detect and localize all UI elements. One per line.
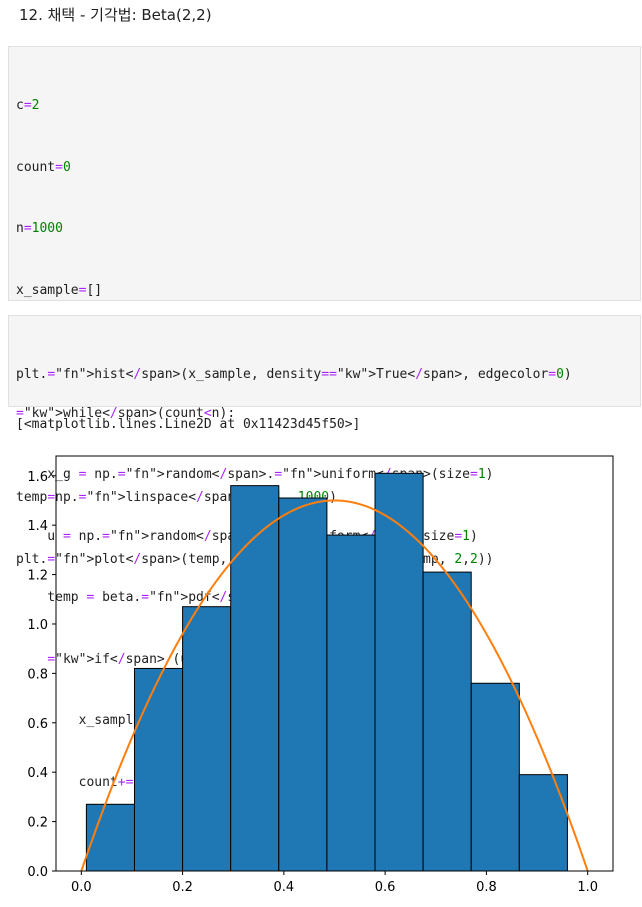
code-cell-plot[interactable]: plt.="fn">hist</span>(x_sample, density=…	[8, 315, 641, 567]
x-tick-label: 0.2	[172, 880, 193, 895]
code-line: x_sample=[]	[16, 282, 103, 298]
y-tick-label: 0.4	[27, 766, 48, 781]
code-line: count=0	[16, 159, 71, 175]
histogram-bar	[422, 571, 472, 872]
x-tick-label: 0.0	[71, 880, 92, 895]
x-tick-label: 0.8	[476, 880, 497, 895]
code-line: c=2	[16, 98, 40, 113]
x-tick-label: 0.4	[274, 880, 295, 895]
y-tick-label: 0.2	[27, 816, 48, 831]
y-tick-label: 1.2	[27, 569, 48, 584]
code-cell-sampling[interactable]: c=2 count=0 n=1000 x_sample=[] ="kw">whi…	[8, 46, 641, 790]
x-tick-label: 0.6	[375, 880, 396, 895]
section-heading: 12. 채택 - 기각법: Beta(2,2)	[19, 6, 212, 24]
histogram-bar	[230, 485, 280, 872]
histogram-bar	[278, 497, 328, 872]
cell-output-text: [<matplotlib.lines.Line2D at 0x11423d45f…	[16, 417, 361, 432]
beta-pdf-line	[80, 499, 589, 872]
y-tick-label: 1.4	[27, 519, 48, 534]
plot-frame	[55, 455, 614, 872]
histogram-chart: 0.0 0.2 0.4 0.6 0.8 1.0 0.0 0.2 0.4 0.6 0.8 1.0 1.2 1…	[27, 455, 614, 895]
code-line: n=1000	[16, 221, 63, 236]
histogram-bar	[326, 534, 376, 872]
code-line: ="kw">while</span>(count<n):	[16, 405, 236, 421]
histogram-bar	[133, 667, 184, 872]
histogram-bar	[85, 803, 135, 872]
histogram-bar	[470, 682, 520, 872]
histogram-bar	[182, 606, 232, 872]
y-tick-label: 0.8	[27, 667, 48, 682]
histogram-bar	[374, 472, 424, 872]
y-tick-label: 0.6	[27, 717, 48, 732]
code-line: plt.="fn">hist</span>(x_sample, density=…	[16, 367, 572, 382]
histogram-bar	[518, 774, 568, 872]
y-tick-label: 1.0	[27, 618, 48, 633]
y-tick-label: 1.6	[27, 470, 48, 485]
y-tick-label: 0.0	[27, 865, 48, 880]
x-tick-label: 1.0	[577, 880, 598, 895]
